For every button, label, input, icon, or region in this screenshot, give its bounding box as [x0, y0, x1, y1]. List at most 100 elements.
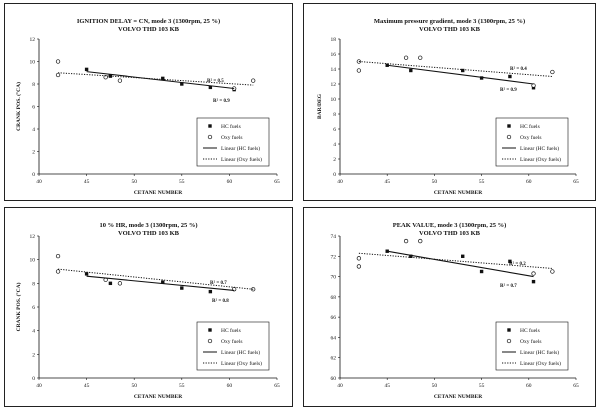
data-point-hc: [531, 86, 536, 90]
r-squared-label: R² = 0.9: [213, 98, 230, 104]
y-tick-label: 12: [30, 37, 36, 43]
legend-label: Oxy fuels: [221, 134, 243, 141]
y-tick-label: 12: [30, 234, 36, 240]
x-tick-label: 50: [432, 383, 438, 389]
data-point-hc: [508, 74, 512, 79]
legend-label: Oxy fuels: [221, 338, 243, 345]
data-point-hc: [479, 269, 484, 274]
data-point-hc: [208, 289, 213, 294]
y-tick-label: 74: [331, 234, 337, 240]
data-point-hc: [531, 279, 536, 284]
legend-label: Linear (HC fuels): [520, 349, 559, 356]
data-point-hc: [84, 67, 89, 72]
x-tick-label: 65: [573, 179, 579, 185]
chart-panel-1: IGNITION DELAY = CN, mode 3 (1300rpm, 25…: [4, 3, 293, 201]
r-squared-label: R² = 0.2: [509, 261, 526, 267]
x-tick-label: 40: [36, 383, 42, 389]
data-point-oxy: [550, 69, 555, 75]
x-tick-label: 55: [479, 383, 485, 389]
y-axis-label: BAR/DEG: [317, 93, 323, 119]
data-point-oxy: [550, 269, 555, 274]
data-point-hc: [161, 280, 165, 284]
x-axis-label: CETANE NUMBER: [134, 190, 183, 196]
y-tick-label: 2: [32, 150, 35, 156]
data-point-hc: [508, 259, 512, 264]
legend-swatch: [207, 134, 213, 140]
legend-label: Linear (HC fuels): [520, 145, 559, 152]
chart-title: PEAK VALUE, mode 3 (1300rpm, 25 %): [392, 222, 507, 229]
y-tick-label: 0: [32, 376, 35, 382]
x-tick-label: 45: [84, 179, 90, 185]
trendline-oxy: [58, 72, 254, 86]
data-point-oxy: [403, 55, 409, 60]
chart-svg: 0 2 4 6 8 10 12 40 45 50 55 60 65 CETANE NUMBER CRANK …: [15, 37, 280, 196]
chart-panel-4: PEAK VALUE, mode 3 (1300rpm, 25 %) VOLVO…: [303, 207, 596, 407]
legend-label: HC fuels: [520, 123, 540, 130]
chart-panel-2: Maximum pressure gradient, mode 3 (1300r…: [303, 3, 596, 201]
chart-subtitle: VOLVO THD 103 KB: [419, 26, 480, 33]
data-point-hc: [461, 254, 465, 258]
y-tick-label: 0: [333, 172, 336, 178]
legend-label: Linear (HC fuels): [221, 145, 260, 152]
y-tick-label: 72: [331, 254, 337, 260]
chart-subtitle: VOLVO THD 103 KB: [118, 230, 179, 237]
y-tick-label: 10: [30, 60, 36, 66]
trendline-hc: [86, 275, 235, 291]
trendline-hc: [387, 250, 534, 278]
data-point-hc: [180, 82, 184, 86]
data-point-hc: [461, 68, 465, 73]
data-point-oxy: [55, 59, 61, 64]
r-squared-label: R² = 0.5: [207, 78, 224, 84]
y-tick-label: 14: [331, 67, 337, 73]
r-squared-label: R² = 0.7: [500, 283, 517, 289]
y-tick-label: 4: [333, 142, 336, 148]
data-point-oxy: [55, 72, 61, 78]
y-tick-label: 2: [32, 352, 35, 358]
data-point-oxy: [117, 281, 123, 286]
trendline-hc: [86, 71, 235, 90]
chart-svg: 60 62 64 66 68 70 72 74 40 45 50 55 60 65 CETANE NUMBE…: [331, 234, 580, 400]
x-tick-label: 50: [432, 179, 438, 185]
y-tick-label: 64: [331, 335, 337, 341]
x-tick-label: 45: [84, 383, 90, 389]
y-tick-label: 6: [32, 305, 35, 311]
y-tick-label: 16: [331, 52, 337, 58]
data-point-hc: [409, 254, 413, 258]
x-tick-label: 65: [274, 179, 280, 185]
data-point-oxy: [251, 78, 256, 83]
data-point-hc: [180, 286, 184, 290]
data-point-oxy: [418, 238, 423, 244]
x-tick-label: 55: [179, 179, 185, 185]
data-point-oxy: [356, 68, 362, 73]
legend-label: HC fuels: [221, 327, 241, 334]
trendline-hc: [387, 64, 534, 85]
legend-label: Linear (Oxy fuels): [520, 360, 561, 367]
chart-title: Maximum pressure gradient, mode 3 (1300r…: [373, 18, 526, 25]
x-tick-label: 40: [337, 383, 343, 389]
x-tick-label: 45: [384, 383, 390, 389]
legend-label: Linear (Oxy fuels): [520, 156, 561, 163]
x-tick-label: 55: [179, 383, 185, 389]
data-point-oxy: [403, 238, 409, 244]
legend-swatch: [506, 134, 512, 140]
trendline-oxy: [57, 268, 254, 290]
chart-title: IGNITION DELAY = CN, mode 3 (1300rpm, 25…: [76, 18, 221, 25]
legend-label: Linear (HC fuels): [221, 349, 260, 356]
legend-swatch: [207, 338, 213, 344]
r-squared-label: R² = 0.7: [210, 280, 227, 286]
y-tick-label: 70: [331, 275, 337, 281]
y-tick-label: 10: [331, 97, 337, 103]
data-point-hc: [479, 76, 484, 80]
x-tick-label: 40: [36, 179, 42, 185]
x-axis-label: CETANE NUMBER: [134, 394, 183, 400]
data-point-oxy: [356, 256, 362, 261]
legend-label: Linear (Oxy fuels): [221, 156, 262, 163]
legend-label: HC fuels: [221, 123, 241, 130]
y-tick-label: 0: [32, 172, 35, 178]
chart-svg: 0 2 4 6 8 10 12 14 16 18 40 45 50 55 60 65 CETANE NUMBER…: [317, 37, 579, 196]
data-point-hc: [409, 68, 413, 73]
y-tick-label: 6: [333, 127, 336, 133]
data-point-oxy: [531, 271, 536, 276]
legend-label: Oxy fuels: [520, 338, 542, 345]
legend-swatch: [507, 328, 511, 332]
